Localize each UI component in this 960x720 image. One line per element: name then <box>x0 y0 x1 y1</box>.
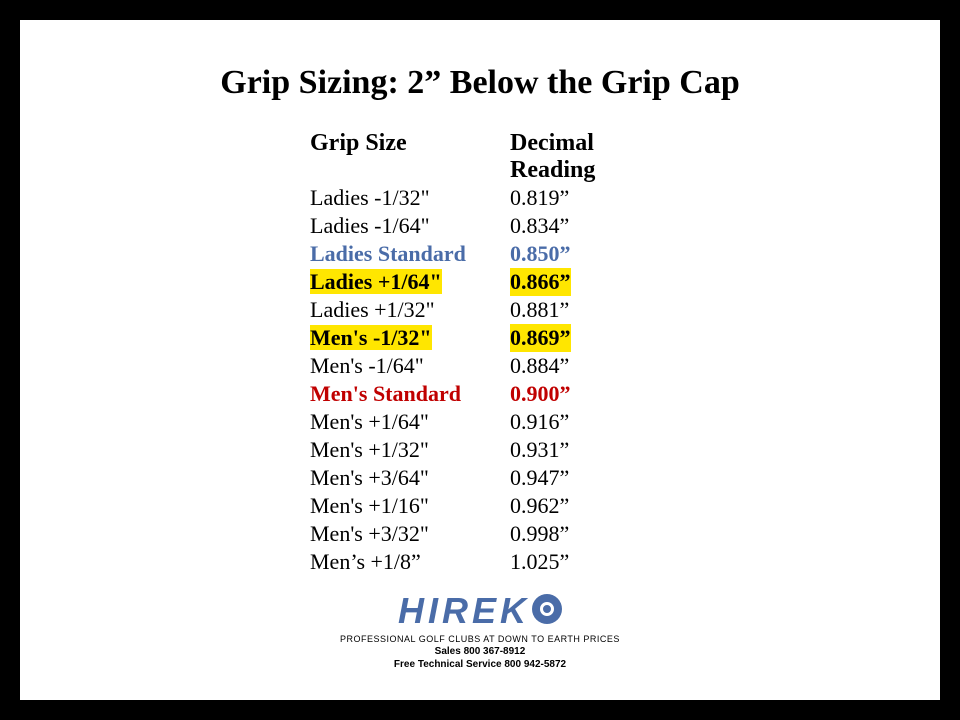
cell-decimal-reading: 0.869” <box>510 324 650 352</box>
logo-o-icon <box>532 594 562 624</box>
cell-grip-size: Men's +1/32" <box>310 436 510 464</box>
cell-grip-size: Men's -1/64" <box>310 352 510 380</box>
page-title: Grip Sizing: 2” Below the Grip Cap <box>20 64 940 102</box>
cell-grip-size: Men’s +1/8” <box>310 548 510 576</box>
page: Grip Sizing: 2” Below the Grip Cap Grip … <box>20 20 940 700</box>
header-grip-size: Grip Size <box>310 130 510 184</box>
table-row: Ladies -1/32"0.819” <box>310 184 650 212</box>
table-row: Ladies +1/64"0.866” <box>310 268 650 296</box>
table-row: Men's +1/32"0.931” <box>310 436 650 464</box>
cell-grip-size: Ladies -1/32" <box>310 184 510 212</box>
cell-decimal-reading: 0.962” <box>510 492 650 520</box>
cell-decimal-reading: 0.819” <box>510 184 650 212</box>
table-row: Ladies Standard0.850” <box>310 240 650 268</box>
cell-grip-size: Men's Standard <box>310 380 510 408</box>
cell-decimal-reading: 0.998” <box>510 520 650 548</box>
header-decimal-reading: Decimal Reading <box>510 130 650 184</box>
cell-decimal-reading: 0.881” <box>510 296 650 324</box>
cell-decimal-reading: 0.834” <box>510 212 650 240</box>
cell-decimal-reading: 0.884” <box>510 352 650 380</box>
sales-phone: Sales 800 367-8912 <box>20 646 940 657</box>
cell-decimal-reading: 0.931” <box>510 436 650 464</box>
cell-grip-size: Ladies +1/64" <box>310 268 510 296</box>
footer: HIREK PROFESSIONAL GOLF CLUBS AT DOWN TO… <box>20 590 940 670</box>
table-row: Men's +3/32"0.998” <box>310 520 650 548</box>
table-body: Ladies -1/32"0.819”Ladies -1/64"0.834”La… <box>310 184 650 576</box>
grip-size-table: Grip Size Decimal Reading Ladies -1/32"0… <box>310 130 650 576</box>
cell-grip-size: Men's +3/64" <box>310 464 510 492</box>
table-header-row: Grip Size Decimal Reading <box>310 130 650 184</box>
cell-decimal-reading: 0.947” <box>510 464 650 492</box>
cell-grip-size: Ladies +1/32" <box>310 296 510 324</box>
cell-decimal-reading: 1.025” <box>510 548 650 576</box>
cell-decimal-reading: 0.850” <box>510 240 650 268</box>
table-row: Men's +1/16"0.962” <box>310 492 650 520</box>
table-row: Men's -1/64"0.884” <box>310 352 650 380</box>
service-phone: Free Technical Service 800 942-5872 <box>20 659 940 670</box>
cell-decimal-reading: 0.916” <box>510 408 650 436</box>
brand-tagline: PROFESSIONAL GOLF CLUBS AT DOWN TO EARTH… <box>20 634 940 644</box>
table-row: Men's +3/64"0.947” <box>310 464 650 492</box>
table-row: Men's Standard0.900” <box>310 380 650 408</box>
cell-grip-size: Ladies Standard <box>310 240 510 268</box>
brand-logo: HIREK <box>398 590 562 632</box>
cell-decimal-reading: 0.900” <box>510 380 650 408</box>
cell-grip-size: Ladies -1/64" <box>310 212 510 240</box>
table-row: Men’s +1/8”1.025” <box>310 548 650 576</box>
table-row: Men's +1/64"0.916” <box>310 408 650 436</box>
cell-grip-size: Men's +3/32" <box>310 520 510 548</box>
cell-grip-size: Men's +1/16" <box>310 492 510 520</box>
logo-text: HIREK <box>398 590 530 632</box>
cell-decimal-reading: 0.866” <box>510 268 650 296</box>
cell-grip-size: Men's +1/64" <box>310 408 510 436</box>
table-row: Ladies +1/32"0.881” <box>310 296 650 324</box>
cell-grip-size: Men's -1/32" <box>310 324 510 352</box>
table-row: Ladies -1/64"0.834” <box>310 212 650 240</box>
table-row: Men's -1/32"0.869” <box>310 324 650 352</box>
